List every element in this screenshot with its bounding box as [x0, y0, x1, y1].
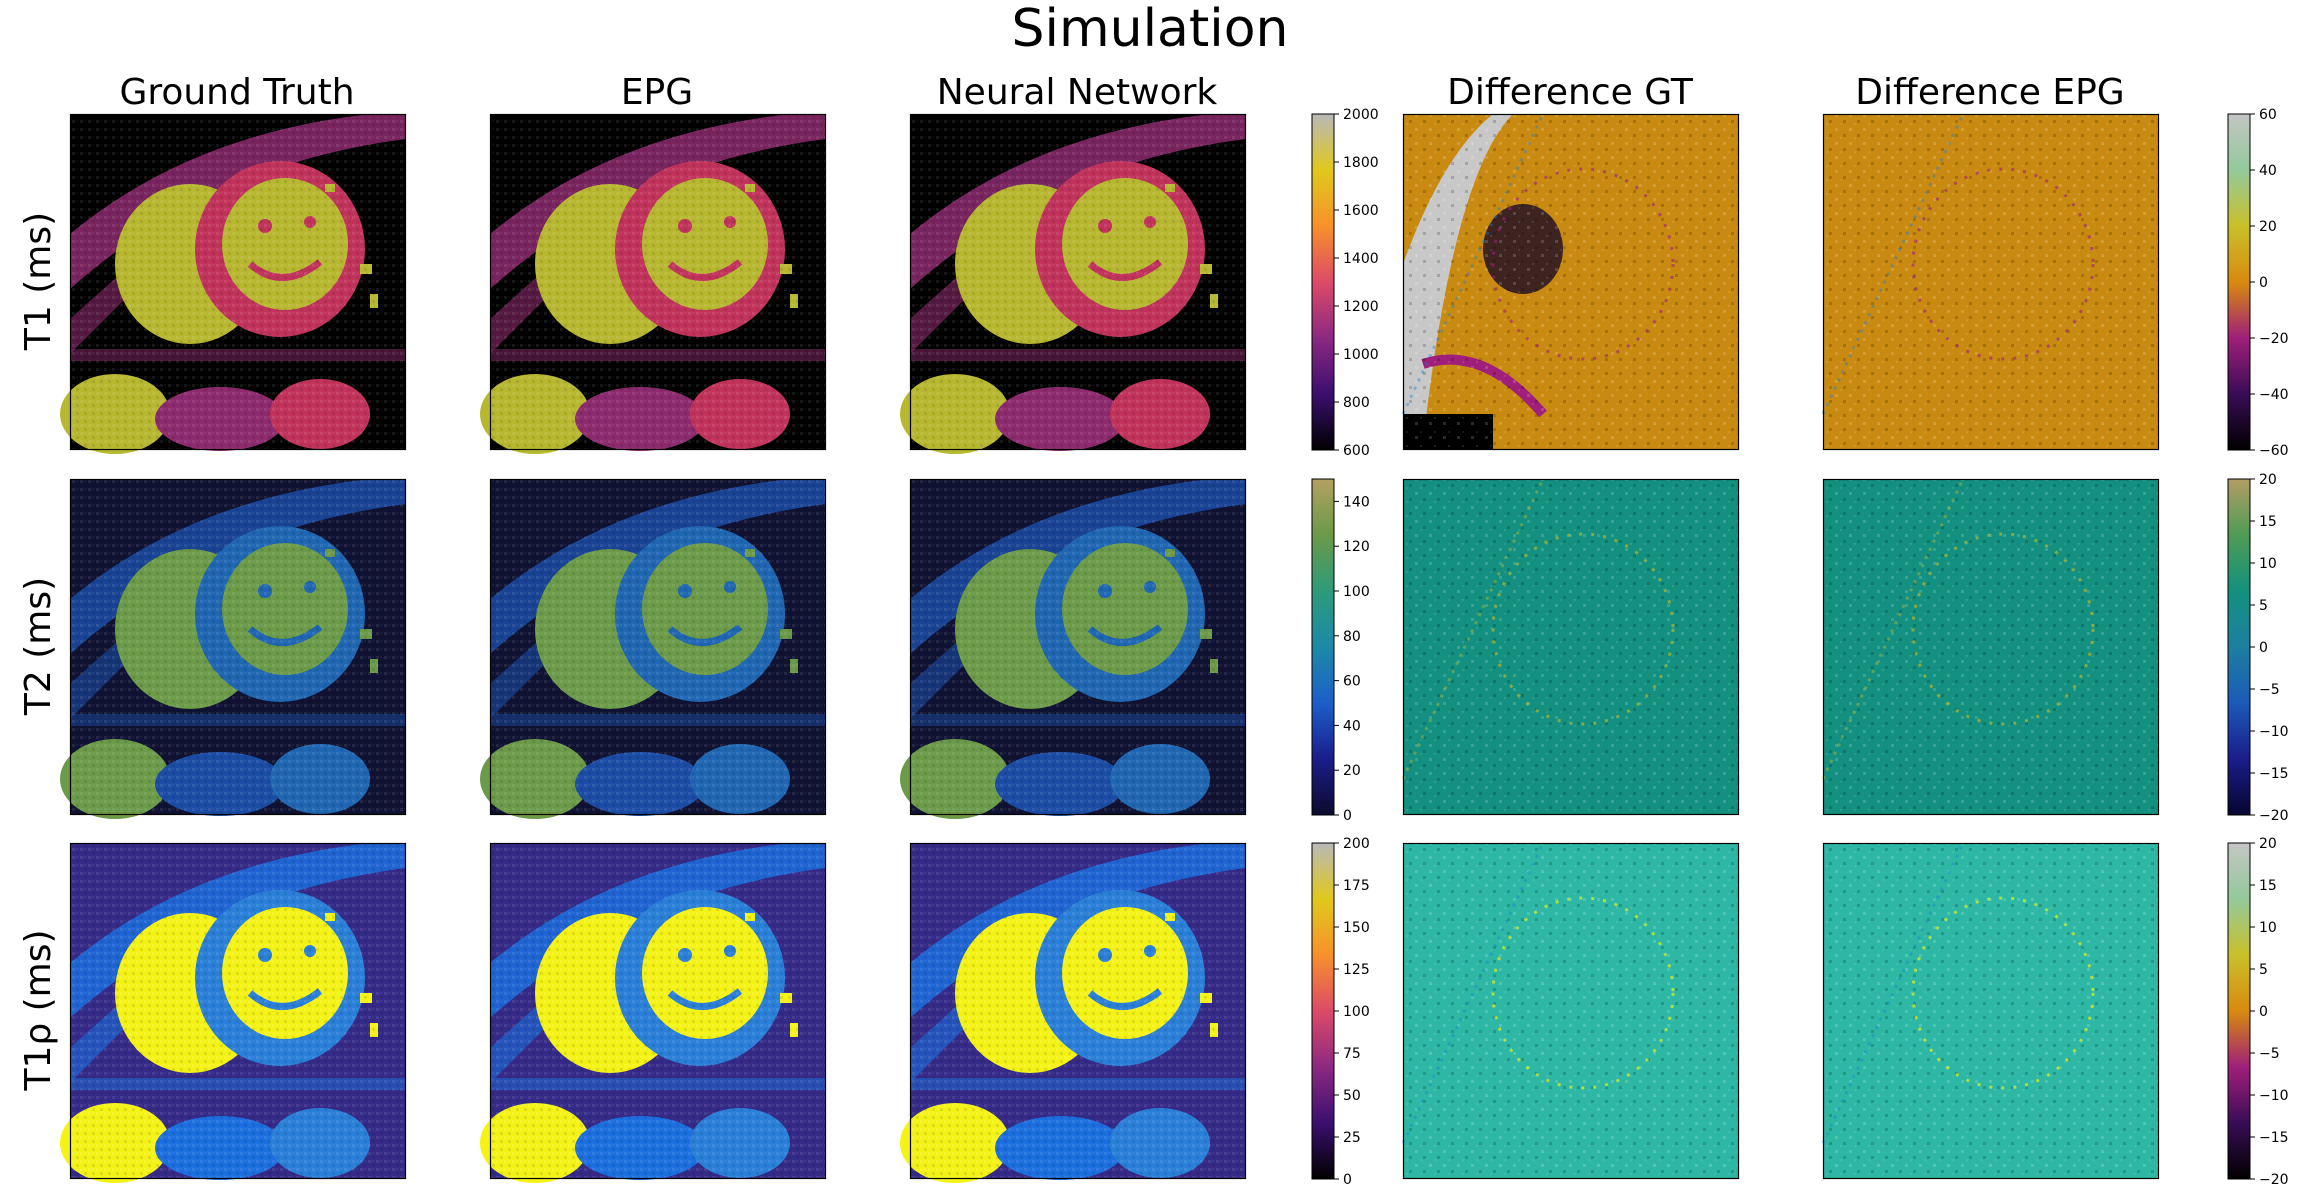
map-panel-t1-ms-neural-network	[900, 842, 1247, 1183]
colorbar-t2-ms-map: 0 20 40 60 80 100 120 140	[1311, 478, 1370, 824]
colorbar-t1-ms-diff-tick-label: 0	[2259, 275, 2268, 291]
colorbar-t1-ms-map-tick-label: 1600	[1343, 203, 1379, 219]
colorbar-t1-ms-map-tick-label: 600	[1343, 443, 1370, 459]
column-title-ground-truth: Ground Truth	[119, 72, 354, 113]
column-title-difference-gt: Difference GT	[1447, 72, 1694, 113]
colorbar-t1-ms-map-tick-label: 800	[1343, 395, 1370, 411]
colorbar-t1-ms-diff: −60 −40 −20 0 20 40 60	[2227, 107, 2289, 459]
colorbar-t1-ms-map-tick-label: 1800	[1343, 155, 1379, 171]
figure-title: Simulation	[1012, 0, 1289, 59]
colorbar-t1-ms-diff-tick-label: 60	[2259, 107, 2277, 123]
column-title-neural-network: Neural Network	[937, 72, 1218, 113]
colorbar-t1-ms-diff-tick-label: −20	[2259, 331, 2289, 347]
colorbar-t1-ms-map-tick-label: 125	[1343, 962, 1370, 978]
colorbar-t1-ms-map-tick-label: 1000	[1343, 347, 1379, 363]
colorbar-t1-ms-map-tick-label: 100	[1343, 1004, 1370, 1020]
map-panel-t2-ms-epg	[480, 478, 827, 819]
panel-grid	[60, 113, 2160, 1183]
diff-panel-t2-ms-difference-epg	[1821, 478, 2160, 816]
map-panel-t1-ms-epg	[480, 842, 827, 1183]
colorbar-t1-ms-map: 600 800 1000 1200 1400 1600 1800 2000	[1311, 107, 1379, 459]
colorbar-t1-ms-diff-tick-label: −60	[2259, 443, 2289, 459]
colorbar-t1-ms-diff-tick-label: −40	[2259, 387, 2289, 403]
colorbar-t1-ms-diff-tick-label: −15	[2259, 1130, 2289, 1146]
colorbar-t1-ms-diff-tick-label: 10	[2259, 920, 2277, 936]
map-panel-t2-ms-neural-network	[900, 478, 1247, 819]
diff-panel-t2-ms-difference-gt	[1401, 478, 1740, 816]
row-label-t1: T1 (ms)	[18, 212, 59, 351]
row-label-t1rho: T1ρ (ms)	[18, 929, 59, 1091]
colorbar-t1-ms-diff-tick-label: 40	[2259, 163, 2277, 179]
colorbar-t1-ms-diff-tick-label: 0	[2259, 1004, 2268, 1020]
colorbar-t1-ms-map-tick-label: 75	[1343, 1046, 1361, 1062]
colorbar-t2-ms-map-tick-label: 140	[1343, 494, 1370, 510]
colorbar-t1-ms-diff: −20 −15 −10 −5 0 5 10 15 20	[2227, 836, 2289, 1188]
diff-panel-t1-ms-difference-epg	[1821, 842, 2160, 1180]
colorbar-t1-ms-diff-tick-label: −5	[2259, 1046, 2280, 1062]
diff-panel-t1-ms-difference-epg	[1821, 113, 2160, 451]
colorbar-t2-ms-diff-tick-label: 5	[2259, 598, 2268, 614]
colorbar-t2-ms-diff-tick-label: −10	[2259, 724, 2289, 740]
colorbar-t2-ms-diff: −20 −15 −10 −5 0 5 10 15 20	[2227, 472, 2289, 824]
map-panel-t1-ms-epg	[480, 113, 827, 454]
map-panel-t1-ms-neural-network	[900, 113, 1247, 454]
colorbar-t2-ms-map-tick-label: 120	[1343, 539, 1370, 555]
colorbar-t1-ms-map-tick-label: 25	[1343, 1130, 1361, 1146]
colorbar-t2-ms-diff-tick-label: 10	[2259, 556, 2277, 572]
colorbar-t2-ms-diff-tick-label: −15	[2259, 766, 2289, 782]
colorbar-t1-ms-map-tick-label: 50	[1343, 1088, 1361, 1104]
colorbar-t2-ms-diff-tick-label: −20	[2259, 808, 2289, 824]
colorbar-group: 600800100012001400160018002000−60−40−200…	[1311, 107, 2289, 1188]
colorbar-t2-ms-diff-tick-label: 15	[2259, 514, 2277, 530]
colorbar-t1-ms-map-tick-label: 2000	[1343, 107, 1379, 123]
colorbar-t1-ms-diff-tick-label: 20	[2259, 219, 2277, 235]
colorbar-t2-ms-map-tick-label: 80	[1343, 629, 1361, 645]
map-panel-t1-ms-ground-truth	[60, 842, 407, 1183]
diff-panel-t1-ms-difference-gt	[1401, 113, 1740, 451]
colorbar-t2-ms-map-tick-label: 40	[1343, 718, 1361, 734]
colorbar-t1-ms-map: 0 25 50 75 100 125 150 175 200	[1311, 836, 1370, 1188]
colorbar-t2-ms-diff-tick-label: 20	[2259, 472, 2277, 488]
map-panel-t2-ms-ground-truth	[60, 478, 407, 819]
colorbar-t2-ms-map-tick-label: 20	[1343, 763, 1361, 779]
colorbar-t2-ms-map-tick-label: 100	[1343, 584, 1370, 600]
colorbar-t1-ms-map-tick-label: 150	[1343, 920, 1370, 936]
colorbar-t1-ms-map-tick-label: 0	[1343, 1172, 1352, 1188]
colorbar-t2-ms-diff-tick-label: 0	[2259, 640, 2268, 656]
colorbar-t1-ms-diff-tick-label: 15	[2259, 878, 2277, 894]
colorbar-t2-ms-map-tick-label: 0	[1343, 808, 1352, 824]
colorbar-t2-ms-diff-tick-label: −5	[2259, 682, 2280, 698]
column-title-difference-epg: Difference EPG	[1855, 72, 2124, 113]
column-title-epg: EPG	[621, 72, 693, 113]
row-label-t2: T2 (ms)	[18, 577, 59, 716]
colorbar-t1-ms-map-tick-label: 175	[1343, 878, 1370, 894]
map-panel-t1-ms-ground-truth	[60, 113, 407, 454]
colorbar-t1-ms-map-tick-label: 1200	[1343, 299, 1379, 315]
colorbar-t2-ms-map-tick-label: 60	[1343, 674, 1361, 690]
diff-panel-t1-ms-difference-gt	[1401, 842, 1740, 1180]
colorbar-t1-ms-map-tick-label: 200	[1343, 836, 1370, 852]
colorbar-t1-ms-diff-tick-label: 5	[2259, 962, 2268, 978]
colorbar-t1-ms-diff-tick-label: 20	[2259, 836, 2277, 852]
colorbar-t1-ms-map-tick-label: 1400	[1343, 251, 1379, 267]
colorbar-t1-ms-diff-tick-label: −10	[2259, 1088, 2289, 1104]
colorbar-t1-ms-diff-tick-label: −20	[2259, 1172, 2289, 1188]
